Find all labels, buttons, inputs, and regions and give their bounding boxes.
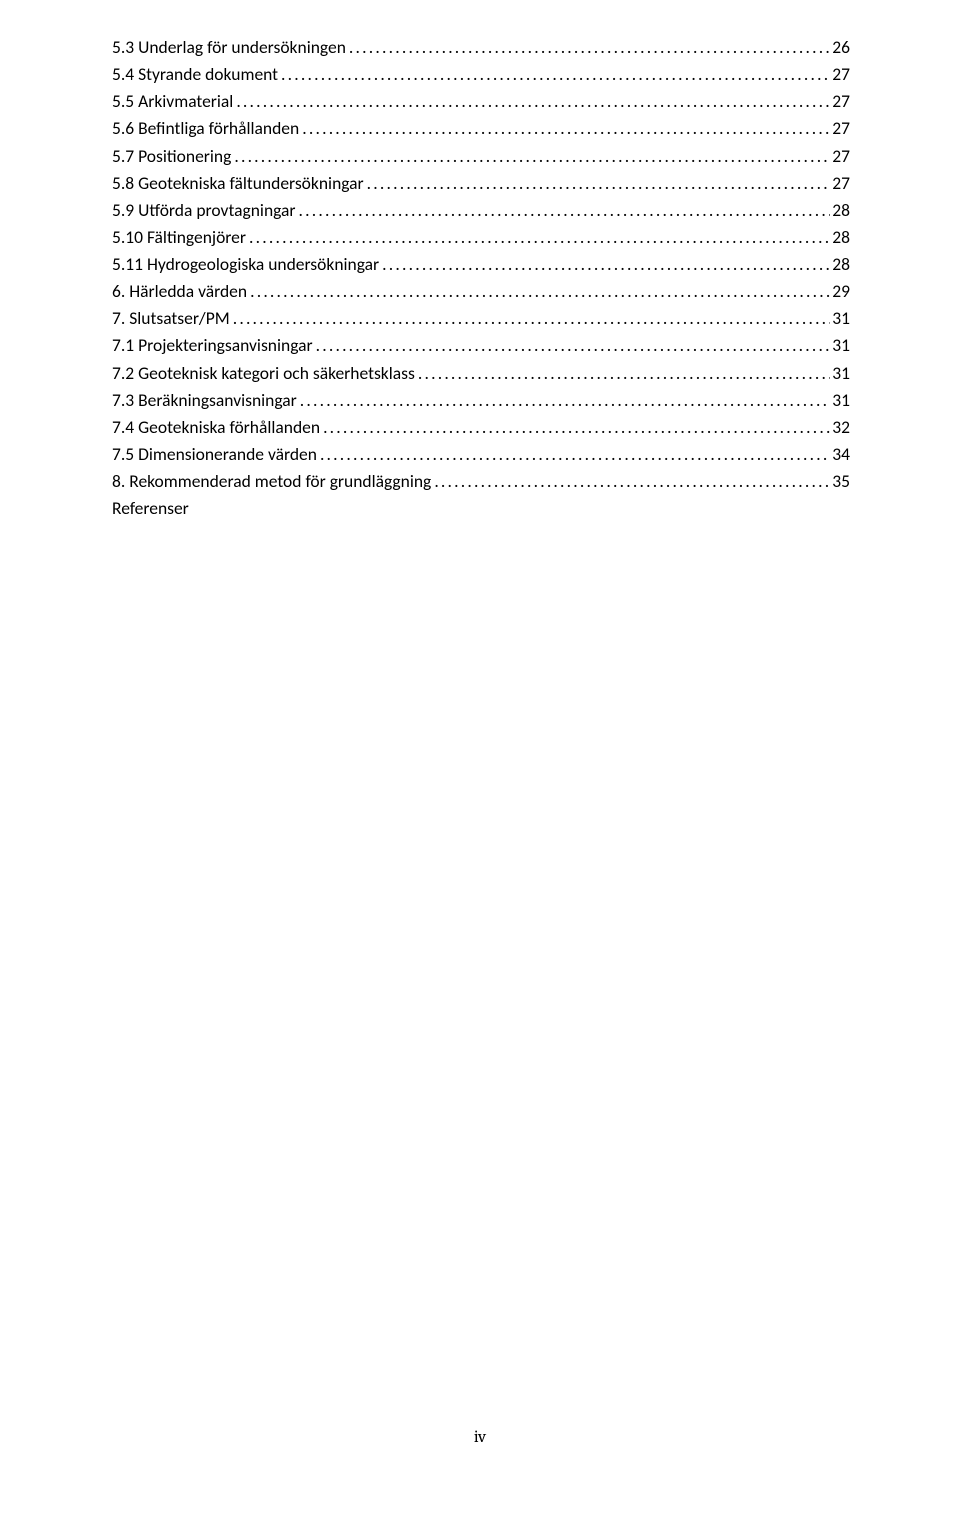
toc-leader-dots <box>346 34 830 61</box>
toc-page-number: 31 <box>830 305 850 332</box>
toc-label: 5.7 Positionering <box>112 143 231 170</box>
toc-label: 5.11 Hydrogeologiska undersökningar <box>112 251 379 278</box>
toc-page-number: 29 <box>830 278 850 305</box>
toc-page-number: 27 <box>830 61 850 88</box>
toc-entry: 8. Rekommenderad metod för grundläggning… <box>112 468 850 495</box>
toc-page-number: 28 <box>830 224 850 251</box>
toc-leader-dots <box>364 170 831 197</box>
toc-leader-dots <box>320 414 830 441</box>
toc-entry: 7.5 Dimensionerande värden 34 <box>112 441 850 468</box>
toc-leader-dots <box>247 278 830 305</box>
toc-entry: 6. Härledda värden 29 <box>112 278 850 305</box>
toc-entry: 5.6 Befintliga förhållanden 27 <box>112 115 850 142</box>
toc-label: 5.9 Utförda provtagningar <box>112 197 296 224</box>
toc-entry: 5.11 Hydrogeologiska undersökningar 28 <box>112 251 850 278</box>
toc-entry: 5.9 Utförda provtagningar 28 <box>112 197 850 224</box>
toc-page-number: 31 <box>830 332 850 359</box>
toc-entry: 5.7 Positionering 27 <box>112 143 850 170</box>
toc-entry: 7.1 Projekteringsanvisningar 31 <box>112 332 850 359</box>
footer-page-number: iv <box>0 1428 960 1447</box>
toc-label: 7.1 Projekteringsanvisningar <box>112 332 313 359</box>
toc-label: 5.4 Styrande dokument <box>112 61 278 88</box>
toc-leader-dots <box>278 61 830 88</box>
toc-entry: 5.10 Fältingenjörer 28 <box>112 224 850 251</box>
toc-page-number: 28 <box>830 251 850 278</box>
toc-entry: 5.3 Underlag för undersökningen 26 <box>112 34 850 61</box>
toc-label: 7.3 Beräkningsanvisningar <box>112 387 297 414</box>
toc-label: 8. Rekommenderad metod för grundläggning <box>112 468 431 495</box>
toc-leader-dots <box>297 387 830 414</box>
toc-label: Referenser <box>112 495 189 522</box>
toc-entry: Referenser <box>112 495 850 522</box>
toc-leader-dots <box>246 224 830 251</box>
toc-label: 5.10 Fältingenjörer <box>112 224 246 251</box>
table-of-contents: 5.3 Underlag för undersökningen 26 5.4 S… <box>112 34 850 522</box>
toc-page-number: 28 <box>830 197 850 224</box>
toc-label: 5.8 Geotekniska fältundersökningar <box>112 170 364 197</box>
toc-label: 5.6 Befintliga förhållanden <box>112 115 299 142</box>
toc-entry: 7.2 Geoteknisk kategori och säkerhetskla… <box>112 360 850 387</box>
toc-page-number: 32 <box>830 414 850 441</box>
toc-leader-dots <box>233 88 830 115</box>
toc-page-number: 26 <box>830 34 850 61</box>
toc-label: 7.5 Dimensionerande värden <box>112 441 317 468</box>
toc-page-number: 27 <box>830 170 850 197</box>
toc-page-number: 27 <box>830 115 850 142</box>
toc-leader-dots <box>230 305 831 332</box>
toc-label: 6. Härledda värden <box>112 278 247 305</box>
toc-entry: 5.5 Arkivmaterial 27 <box>112 88 850 115</box>
toc-label: 5.3 Underlag för undersökningen <box>112 34 346 61</box>
toc-leader-dots <box>299 115 830 142</box>
toc-entry: 5.4 Styrande dokument 27 <box>112 61 850 88</box>
toc-page-number: 35 <box>830 468 850 495</box>
toc-leader-dots <box>317 441 830 468</box>
toc-label: 7.2 Geoteknisk kategori och säkerhetskla… <box>112 360 415 387</box>
toc-entry: 7. Slutsatser/PM 31 <box>112 305 850 332</box>
toc-leader-dots <box>313 332 831 359</box>
toc-page-number: 31 <box>830 387 850 414</box>
toc-leader-dots <box>415 360 830 387</box>
document-page: 5.3 Underlag för undersökningen 26 5.4 S… <box>0 0 960 1517</box>
toc-page-number: 27 <box>830 143 850 170</box>
toc-entry: 7.4 Geotekniska förhållanden 32 <box>112 414 850 441</box>
toc-page-number: 27 <box>830 88 850 115</box>
toc-label: 7. Slutsatser/PM <box>112 305 230 332</box>
toc-page-number: 31 <box>830 360 850 387</box>
toc-leader-dots <box>431 468 830 495</box>
toc-label: 5.5 Arkivmaterial <box>112 88 233 115</box>
toc-leader-dots <box>296 197 831 224</box>
toc-page-number: 34 <box>830 441 850 468</box>
toc-entry: 7.3 Beräkningsanvisningar 31 <box>112 387 850 414</box>
toc-label: 7.4 Geotekniska förhållanden <box>112 414 320 441</box>
toc-leader-dots <box>231 143 830 170</box>
toc-leader-dots <box>379 251 830 278</box>
toc-entry: 5.8 Geotekniska fältundersökningar 27 <box>112 170 850 197</box>
